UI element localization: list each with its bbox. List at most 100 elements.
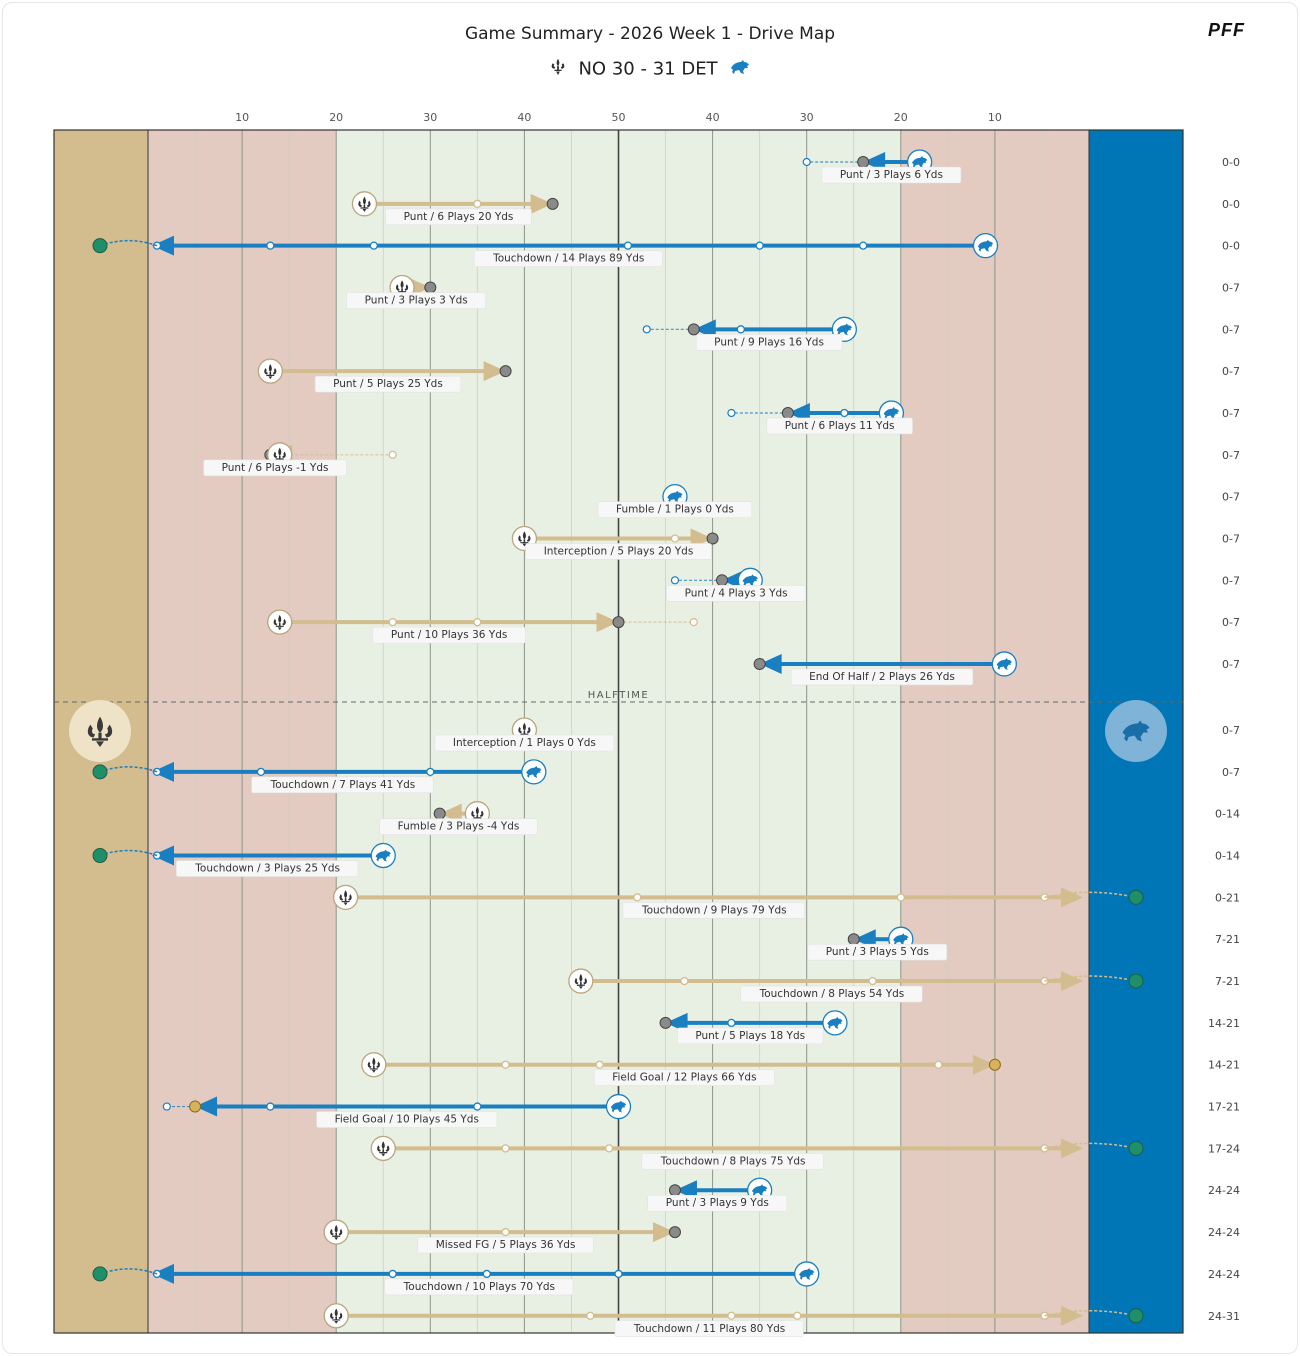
score-label: 0-14 <box>1215 808 1240 821</box>
drive-label-box <box>379 818 538 835</box>
drive-label-box <box>821 166 962 184</box>
drive-label: Touchdown / 11 Plays 80 Yds <box>633 1323 785 1335</box>
saints-fleur-icon <box>264 363 277 380</box>
play-marker <box>934 1060 943 1069</box>
touchdown-dot <box>1128 1140 1144 1156</box>
tail-marker <box>670 576 680 585</box>
drive-label: Fumble / 3 Plays -4 Yds <box>398 821 520 833</box>
score-label: 0-7 <box>1222 323 1240 336</box>
x-tick-label: 30 <box>800 111 814 124</box>
drive-label-box <box>597 501 753 518</box>
saints-fleur-icon <box>549 58 567 81</box>
saints-fleur-icon <box>377 1141 390 1157</box>
drive-label-box <box>372 626 526 644</box>
away-score: 30 <box>611 58 635 80</box>
play-marker <box>266 1102 275 1111</box>
chart-title: Game Summary - 2026 Week 1 - Drive Map <box>464 24 836 44</box>
drive-row <box>323 1303 1144 1329</box>
drive-label: Punt / 4 Plays 3 Yds <box>685 587 788 599</box>
drive-label: Punt / 3 Plays 3 Yds <box>365 294 468 306</box>
drive-end-dot <box>668 1226 681 1239</box>
lions-icon <box>883 407 900 419</box>
score-label: 0-7 <box>1222 616 1240 629</box>
score-label: 0-7 <box>1222 449 1240 462</box>
touchdown-dot <box>92 848 108 864</box>
score-label: 7-21 <box>1215 975 1240 988</box>
saints-fleur-icon <box>273 614 286 631</box>
drive-label: Touchdown / 8 Plays 75 Yds <box>660 1155 806 1167</box>
score-label: 24-24 <box>1208 1184 1240 1197</box>
drive-label-box <box>203 459 347 477</box>
score-label: 24-24 <box>1208 1268 1240 1281</box>
tail-marker <box>727 408 736 418</box>
drive-label-box <box>314 375 462 393</box>
play-marker <box>680 976 689 986</box>
drive-end-dot <box>847 933 860 946</box>
play-marker <box>388 1269 397 1279</box>
field-goal-dot <box>189 1100 202 1113</box>
x-tick-label: 10 <box>235 111 249 124</box>
drive-arrowhead <box>195 1096 218 1117</box>
drive-label: Punt / 5 Plays 18 Yds <box>695 1030 805 1042</box>
play-marker <box>473 1102 482 1111</box>
drive-label: Punt / 6 Plays -1 Yds <box>222 462 329 474</box>
drive-end-dot <box>753 657 766 670</box>
away-team: NO <box>578 58 607 80</box>
drive-end-dot <box>716 574 729 587</box>
saints-fleur-icon <box>358 196 371 212</box>
drive-arrowhead <box>972 1054 995 1075</box>
saints-fleur-icon <box>471 806 484 822</box>
score-label: 0-7 <box>1222 532 1240 545</box>
lions-icon <box>977 239 994 252</box>
lions-icon <box>827 1016 843 1029</box>
drive-label: Punt / 6 Plays 20 Yds <box>404 211 514 223</box>
field-goal-dot <box>988 1058 1001 1071</box>
score-label: 0-0 <box>1222 156 1240 169</box>
drive-arrowhead <box>759 653 782 674</box>
play-marker <box>755 241 764 250</box>
drive-label: Touchdown / 3 Plays 25 Yds <box>194 863 340 875</box>
home-team: DET <box>681 58 718 80</box>
play-marker <box>369 241 378 250</box>
lions-icon <box>893 933 909 946</box>
drive-row <box>332 884 1144 911</box>
drive-label-box <box>677 1027 824 1045</box>
saints-fleur-icon <box>518 722 531 738</box>
td-trail <box>1044 891 1137 899</box>
lions-icon <box>836 323 852 336</box>
drive-label: Punt / 10 Plays 36 Yds <box>391 629 507 641</box>
drive-end-dot <box>546 197 559 210</box>
drive-label-box <box>175 860 359 877</box>
play-marker <box>623 241 633 250</box>
score-label: 0-21 <box>1215 891 1240 904</box>
drive-label: Missed FG / 5 Plays 36 Yds <box>436 1239 576 1251</box>
drive-label: Fumble / 1 Plays 0 Yds <box>616 504 734 516</box>
score-label: 0-7 <box>1222 766 1240 779</box>
drive-label: Touchdown / 7 Plays 41 Yds <box>270 779 416 791</box>
play-marker <box>736 325 745 334</box>
drive-label: Field Goal / 12 Plays 66 Yds <box>612 1072 756 1084</box>
play-marker <box>426 767 435 776</box>
saints-fleur-icon <box>395 280 409 296</box>
saints-fleur-icon <box>518 531 531 547</box>
x-tick-label: 40 <box>517 111 531 124</box>
lions-emblem-icon <box>1122 720 1150 742</box>
lions-icon <box>610 1100 627 1113</box>
drive-end-dot <box>668 1184 681 1197</box>
score-label: 24-31 <box>1208 1310 1240 1323</box>
lions-icon <box>742 574 758 587</box>
x-tick-label: 20 <box>894 111 908 124</box>
touchdown-dot <box>1128 973 1144 989</box>
lions-icon <box>996 658 1012 670</box>
saints-fleur-icon <box>273 447 286 463</box>
play-marker <box>595 1060 604 1069</box>
drive-row <box>162 1093 632 1120</box>
td-trail <box>1044 1142 1137 1150</box>
drive-label: Punt / 9 Plays 16 Yds <box>714 336 824 348</box>
lions-icon <box>375 849 391 862</box>
drive-label: Touchdown / 9 Plays 79 Yds <box>641 904 787 916</box>
lions-icon <box>752 1184 768 1197</box>
drive-label-box <box>666 584 806 602</box>
lions-icon <box>799 1267 815 1280</box>
score-label: 0-0 <box>1222 240 1240 253</box>
